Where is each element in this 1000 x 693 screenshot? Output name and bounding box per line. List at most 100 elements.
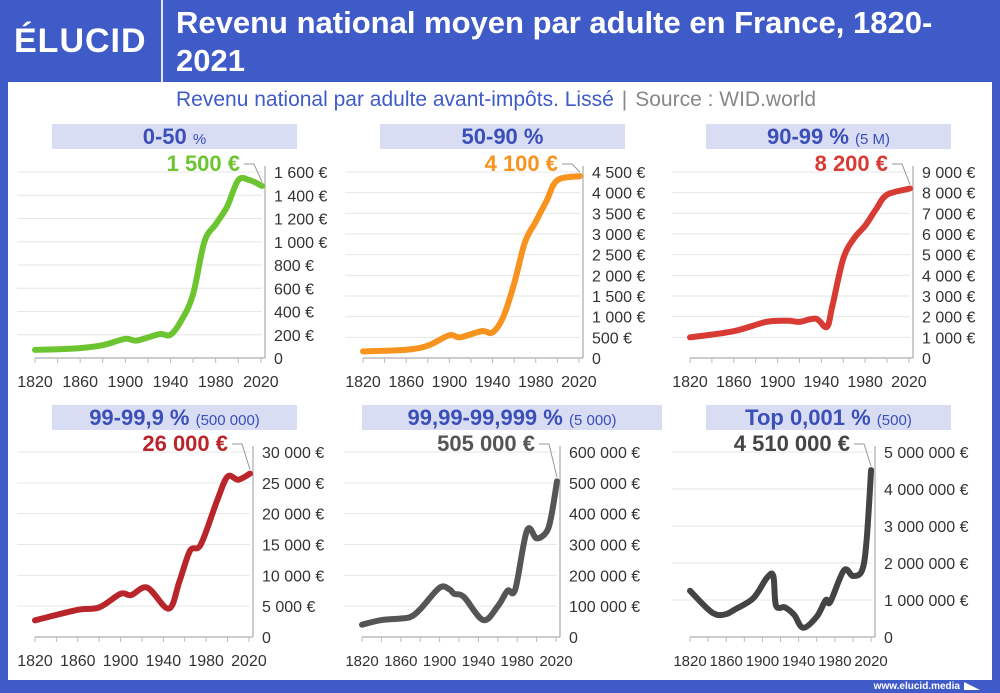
series-line <box>687 185 913 341</box>
x-tick-label: 1820 <box>673 653 706 670</box>
y-tick-label: 5 000 000 € <box>884 445 969 462</box>
y-tick-label: 800 € <box>274 258 314 275</box>
y-tick-label: 0 <box>922 351 931 368</box>
x-tick-label: 1980 <box>198 374 234 391</box>
y-tick-label: 10 000 € <box>262 568 324 585</box>
panel-title-suffix: % <box>192 131 207 148</box>
y-tick-label: 4 000 € <box>922 268 975 285</box>
x-tick-label: 1940 <box>782 653 815 670</box>
label-leader <box>539 443 558 478</box>
x-tick-label: 1820 <box>672 374 708 391</box>
y-tick-label: 25 000 € <box>262 476 324 493</box>
x-tick-label: 1860 <box>716 374 752 391</box>
series-line <box>32 470 253 624</box>
y-tick-label: 3 000 € <box>922 289 975 306</box>
x-tick-label: 2020 <box>231 653 267 670</box>
y-tick-label: 3 000 € <box>592 227 645 244</box>
x-tick-label: 1900 <box>432 374 468 391</box>
y-tick-label: 4 000 000 € <box>884 482 969 499</box>
y-tick-label: 7 000 € <box>922 206 975 223</box>
y-tick-label: 20 000 € <box>262 507 324 524</box>
x-tick-label: 1900 <box>423 653 456 670</box>
x-tick-label: 1940 <box>475 374 511 391</box>
y-tick-label: 9 000 € <box>922 165 975 182</box>
y-tick-label: 0 <box>884 630 893 647</box>
x-tick-label: 1980 <box>518 374 554 391</box>
x-tick-label: 2020 <box>854 653 887 670</box>
y-tick-label: 30 000 € <box>262 445 324 462</box>
last-value-label: 1 500 € <box>167 151 240 176</box>
elucid-flag-icon <box>964 682 980 690</box>
footer-url[interactable]: www.elucid.media <box>873 681 960 692</box>
y-tick-label: 400 000 € <box>569 507 640 524</box>
y-tick-label: 500 € <box>592 330 632 347</box>
y-tick-label: 1 000 € <box>922 330 975 347</box>
y-tick-label: 1 200 € <box>274 212 327 229</box>
x-tick-label: 1820 <box>17 374 53 391</box>
elucid-logo: ÉLUCID <box>14 22 147 60</box>
panel-title-suffix: (500) <box>876 412 912 429</box>
y-tick-label: 5 000 € <box>922 248 975 265</box>
label-leader <box>562 163 581 173</box>
last-value-label: 26 000 € <box>142 431 228 456</box>
header-divider <box>161 0 163 82</box>
x-tick-label: 2020 <box>891 374 927 391</box>
panel-title: 50-90 % <box>380 124 625 149</box>
y-tick-label: 6 000 € <box>922 227 975 244</box>
subtitle-text: Revenu national par adulte avant-impôts.… <box>176 88 614 111</box>
last-value-label: 8 200 € <box>815 151 888 176</box>
y-tick-label: 2 000 € <box>592 268 645 285</box>
series-line <box>32 174 265 353</box>
panel-title-suffix: (5 000) <box>568 412 617 429</box>
y-tick-label: 8 000 € <box>922 186 975 203</box>
y-tick-label: 0 <box>569 630 578 647</box>
x-tick-label: 1860 <box>60 653 96 670</box>
y-tick-label: 1 400 € <box>274 188 327 205</box>
x-tick-label: 1860 <box>384 653 417 670</box>
x-tick-label: 1900 <box>103 653 139 670</box>
x-tick-label: 1820 <box>345 374 381 391</box>
y-tick-label: 1 600 € <box>274 165 327 182</box>
y-tick-label: 300 000 € <box>569 538 640 555</box>
panel-title: 0-50 % <box>52 124 297 149</box>
last-value-label: 4 510 000 € <box>734 431 850 456</box>
y-tick-label: 1 000 € <box>274 235 327 252</box>
x-tick-label: 2020 <box>243 374 279 391</box>
last-value-label: 505 000 € <box>437 431 535 456</box>
x-tick-label: 1980 <box>818 653 851 670</box>
series-line <box>360 173 583 355</box>
y-tick-label: 3 500 € <box>592 206 645 223</box>
y-tick-label: 5 000 € <box>262 599 315 616</box>
label-leader <box>854 443 872 467</box>
label-leader <box>892 163 911 185</box>
panel-title-text: 90-99 % <box>766 124 856 149</box>
x-tick-label: 1860 <box>62 374 98 391</box>
last-value-label: 4 100 € <box>485 151 558 176</box>
x-tick-label: 1820 <box>17 653 53 670</box>
y-tick-label: 400 € <box>274 305 314 322</box>
panel-title: 99-99,9 % (500 000) <box>52 405 297 430</box>
label-leader <box>244 163 263 183</box>
x-tick-label: 1900 <box>108 374 144 391</box>
x-tick-label: 1900 <box>760 374 796 391</box>
panel-title: 90-99 % (5 M) <box>706 124 951 149</box>
x-tick-label: 1900 <box>746 653 779 670</box>
y-tick-label: 2 000 € <box>922 310 975 327</box>
x-tick-label: 1940 <box>153 374 189 391</box>
x-tick-label: 2020 <box>561 374 597 391</box>
y-tick-label: 600 000 € <box>569 445 640 462</box>
y-tick-label: 200 000 € <box>569 568 640 585</box>
x-tick-label: 1860 <box>388 374 424 391</box>
panel-title-text: 99-99,9 % <box>89 405 196 430</box>
panel-title: 99,99-99,999 % (5 000) <box>362 405 662 430</box>
source-text: Source : WID.world <box>635 88 817 111</box>
x-tick-label: 1980 <box>847 374 883 391</box>
y-tick-label: 0 <box>274 351 283 368</box>
y-tick-label: 2 500 € <box>592 248 645 265</box>
panel-title-text: Top 0,001 % <box>745 405 877 430</box>
x-tick-label: 1940 <box>462 653 495 670</box>
